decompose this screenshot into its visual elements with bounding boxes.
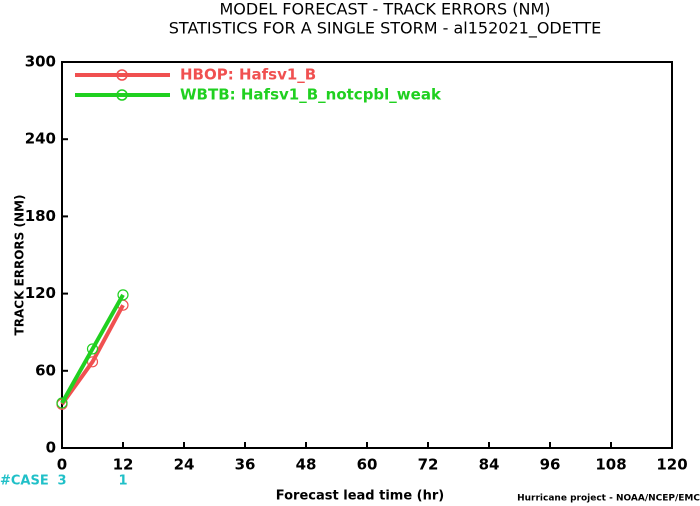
- case-count: 1: [118, 474, 127, 489]
- series-line: [60, 293, 125, 404]
- x-tick-label: 72: [418, 456, 439, 474]
- x-tick-label: 60: [357, 456, 378, 474]
- y-tick-label: 300: [25, 53, 56, 71]
- x-axis-label: Forecast lead time (hr): [276, 489, 444, 504]
- chart-title: MODEL FORECAST - TRACK ERRORS (NM): [219, 0, 550, 19]
- case-count: 3: [57, 474, 66, 489]
- legend-label: HBOP: Hafsv1_B: [180, 66, 316, 84]
- x-tick-label: 12: [113, 456, 134, 474]
- x-tick-label: 108: [595, 456, 626, 474]
- y-tick-label: 60: [35, 361, 56, 379]
- x-tick-label: 36: [235, 456, 256, 474]
- y-tick-label: 120: [25, 284, 56, 302]
- x-tick-label: 96: [540, 456, 561, 474]
- plot-frame: [61, 61, 673, 449]
- point-marker: [56, 397, 68, 409]
- x-tick-label: 48: [296, 456, 317, 474]
- footer: Hurricane project - NOAA/NCEP/EMC: [517, 494, 700, 504]
- x-tick-label: 24: [174, 456, 195, 474]
- x-tick-label: 0: [57, 456, 67, 474]
- y-axis-label: TRACK ERRORS (NM): [13, 195, 27, 336]
- y-tick-label: 0: [46, 439, 56, 457]
- x-tick-label: 84: [479, 456, 500, 474]
- y-tick-label: 240: [25, 130, 56, 148]
- x-tick-label: 120: [656, 456, 687, 474]
- legend-label: WBTB: Hafsv1_B_notcpbl_weak: [180, 86, 442, 104]
- point-marker: [86, 343, 99, 355]
- series-line: [60, 304, 125, 406]
- case-label: #CASE: [0, 474, 49, 489]
- legend-marker: [116, 89, 128, 101]
- chart-subtitle: STATISTICS FOR A SINGLE STORM - al152021…: [169, 19, 601, 39]
- y-tick-label: 180: [25, 207, 56, 225]
- point-marker: [117, 289, 129, 301]
- legend-marker: [116, 69, 128, 81]
